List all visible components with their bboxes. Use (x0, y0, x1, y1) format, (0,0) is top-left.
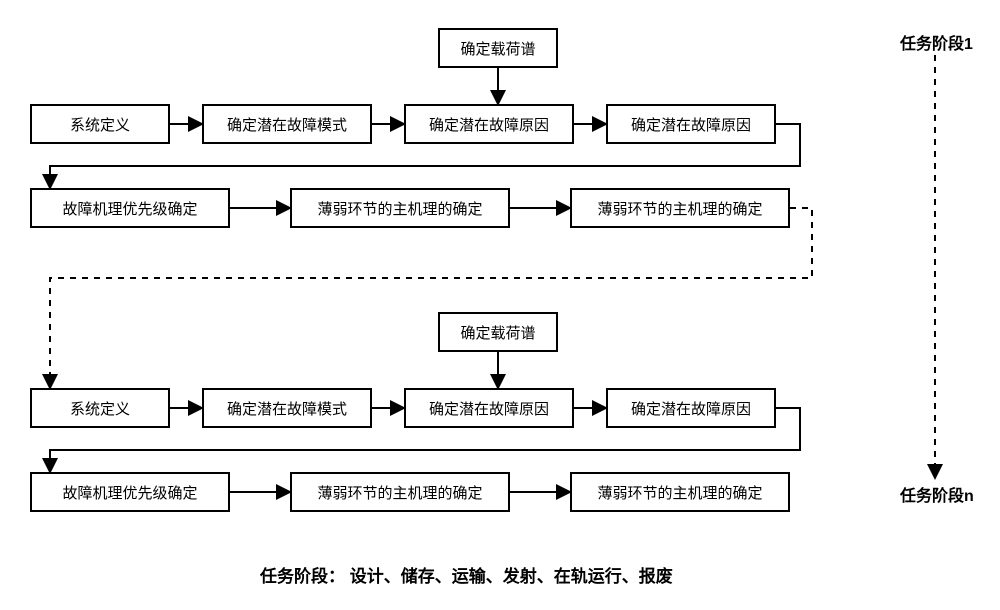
box-text: 确定潜在故障原因 (429, 114, 549, 135)
box-text: 故障机理优先级确定 (62, 198, 197, 219)
box-text: 薄弱环节的主机理的确定 (597, 482, 762, 503)
p1-r2-b4: 确定潜在故障原因 (606, 104, 776, 144)
label-text: 任务阶段1 (900, 36, 973, 53)
label-text: 任务阶段n (900, 488, 974, 505)
footer-text: 任务阶段： 设计、储存、运输、发射、在轨运行、报废 (260, 562, 673, 587)
box-text: 确定潜在故障模式 (227, 114, 347, 135)
phaseN-label: 任务阶段n (900, 482, 974, 506)
box-text: 确定潜在故障原因 (429, 398, 549, 419)
pn-r3-b2: 薄弱环节的主机理的确定 (290, 472, 510, 512)
box-text: 故障机理优先级确定 (62, 482, 197, 503)
box-text: 确定潜在故障原因 (631, 114, 751, 135)
box-text: 系统定义 (70, 114, 130, 135)
box-text: 薄弱环节的主机理的确定 (597, 198, 762, 219)
p1-load-spectrum: 确定载荷谱 (438, 28, 558, 68)
pn-r2-b2: 确定潜在故障模式 (202, 388, 372, 428)
p1-r2-b3: 确定潜在故障原因 (404, 104, 574, 144)
box-text: 确定潜在故障原因 (631, 398, 751, 419)
pn-r3-b1: 故障机理优先级确定 (30, 472, 230, 512)
pn-load-spectrum: 确定载荷谱 (438, 312, 558, 352)
footer-span: 任务阶段： 设计、储存、运输、发射、在轨运行、报废 (260, 567, 673, 586)
pn-r2-b4: 确定潜在故障原因 (606, 388, 776, 428)
p1-r3-b2: 薄弱环节的主机理的确定 (290, 188, 510, 228)
p1-r2-b2: 确定潜在故障模式 (202, 104, 372, 144)
pn-r3-b3: 薄弱环节的主机理的确定 (570, 472, 790, 512)
box-text: 薄弱环节的主机理的确定 (317, 198, 482, 219)
p1-r2-b1: 系统定义 (30, 104, 170, 144)
box-text: 确定载荷谱 (460, 38, 535, 59)
pn-r2-b1: 系统定义 (30, 388, 170, 428)
pn-r2-b3: 确定潜在故障原因 (404, 388, 574, 428)
connectors-svg (0, 0, 1000, 610)
p1-r3-b3: 薄弱环节的主机理的确定 (570, 188, 790, 228)
box-text: 确定潜在故障模式 (227, 398, 347, 419)
box-text: 薄弱环节的主机理的确定 (317, 482, 482, 503)
box-text: 系统定义 (70, 398, 130, 419)
box-text: 确定载荷谱 (460, 322, 535, 343)
phase1-label: 任务阶段1 (900, 30, 973, 54)
p1-r3-b1: 故障机理优先级确定 (30, 188, 230, 228)
